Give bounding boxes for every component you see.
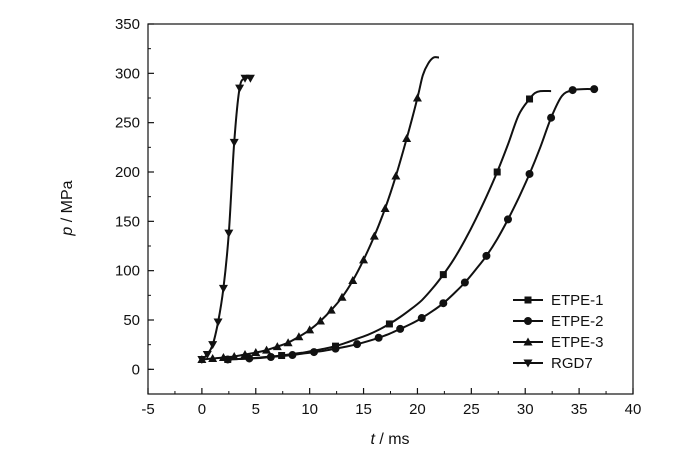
legend-label-etpe-3: ETPE-3 [551,334,604,351]
point-etpe-3-7 [272,342,282,351]
axis-ticks: -5 0 5 10 15 20 25 30 35 40 0 50 100 150 200 250 300 350 [115,16,641,418]
point-etpe-2-16 [568,86,577,95]
point-etpe-3-6 [262,345,272,354]
x-tick-label-5: 20 [409,401,426,418]
point-etpe-3-18 [391,171,401,180]
y-tick-label-2: 100 [115,263,140,280]
y-tick-label-5: 250 [115,115,140,132]
point-etpe-3-14 [348,276,358,285]
y-tick-label-4: 200 [115,164,140,181]
point-rgd7-3 [213,318,223,327]
point-rgd7-9 [245,74,255,83]
legend-item-etpe-3: ETPE-3 [513,334,604,351]
point-etpe-2-2 [266,353,275,361]
point-etpe-2-3 [288,351,297,360]
x-tick-label-9: 40 [625,401,642,418]
point-etpe-2-4 [309,348,318,357]
x-tick-label-2: 5 [252,401,260,418]
point-etpe-2-14 [525,169,534,178]
point-etpe-3-15 [359,255,369,264]
point-rgd7-7 [235,84,245,93]
y-tick-label-6: 300 [115,65,140,82]
legend-marker-etpe-1 [524,296,532,304]
point-rgd7-0 [197,355,207,364]
point-etpe-2-8 [396,324,405,333]
point-etpe-2-11 [460,278,469,287]
point-etpe-3-16 [369,231,379,240]
legend-item-etpe-1: ETPE-1 [513,292,604,309]
point-rgd7-1 [202,351,212,360]
point-etpe-1-6 [526,95,534,103]
point-etpe-3-19 [402,133,412,142]
point-etpe-3-13 [337,292,347,301]
legend-item-etpe-2: ETPE-2 [513,313,604,330]
legend-label-rgd7: RGD7 [551,355,593,372]
point-etpe-2-6 [353,340,362,349]
point-etpe-3-3 [229,352,239,361]
point-etpe-1-3 [385,320,393,328]
point-etpe-2-10 [439,299,448,308]
point-etpe-2-13 [503,215,512,224]
legend-marker-etpe-2 [524,317,532,325]
point-etpe-2-5 [331,344,340,353]
x-axis-unit: / ms [375,431,410,448]
point-etpe-3-5 [251,348,261,357]
legend-item-rgd7: RGD7 [513,355,593,372]
legend-label-etpe-1: ETPE-1 [551,292,604,309]
point-etpe-3-9 [294,332,304,341]
x-tick-label-7: 30 [517,401,534,418]
point-etpe-3-11 [315,316,325,325]
y-axis-title: p / MPa [59,180,76,236]
point-etpe-2-15 [547,113,556,122]
point-etpe-2-17 [590,85,599,94]
point-etpe-3-1 [208,353,218,362]
legend: ETPE-1 ETPE-2 ETPE-3 RGD7 [513,292,604,372]
x-tick-label-8: 35 [571,401,588,418]
x-tick-label-1: 0 [198,401,206,418]
curve-etpe-1 [227,89,552,361]
point-etpe-2-7 [374,333,383,342]
point-etpe-1-5 [493,168,501,176]
point-etpe-2-9 [417,314,426,323]
point-etpe-3-12 [326,305,336,314]
legend-label-etpe-2: ETPE-2 [551,313,604,330]
point-etpe-3-4 [240,350,250,359]
x-tick-label-0: -5 [141,401,154,418]
y-axis-unit: / MPa [59,180,76,226]
y-axis-variable: p [59,227,76,237]
y-tick-label-7: 350 [115,16,140,33]
series-curves [201,56,595,361]
point-rgd7-4 [218,284,228,293]
point-etpe-3-10 [305,325,315,334]
x-axis-title: t / ms [370,431,409,448]
point-etpe-1-1 [278,352,286,360]
y-tick-label-1: 50 [123,312,140,329]
curve-etpe-2 [227,88,595,361]
point-rgd7-6 [229,138,239,147]
point-etpe-3-20 [412,93,422,102]
point-etpe-3-2 [218,352,228,361]
point-rgd7-5 [224,229,234,238]
y-tick-label-3: 150 [115,213,140,230]
curve-rgd7 [201,76,251,361]
point-etpe-1-4 [439,271,447,279]
point-etpe-3-17 [380,204,390,213]
point-rgd7-2 [208,341,218,350]
series-markers [197,74,599,364]
y-tick-label-0: 0 [132,361,140,378]
x-axis-variable: t [370,431,375,448]
x-tick-label-4: 15 [355,401,372,418]
legend-marker-etpe-3 [523,337,533,346]
x-tick-label-6: 25 [463,401,480,418]
point-etpe-3-8 [283,338,293,347]
legend-marker-rgd7 [523,359,533,368]
point-etpe-2-12 [482,251,491,260]
x-tick-label-3: 10 [301,401,318,418]
